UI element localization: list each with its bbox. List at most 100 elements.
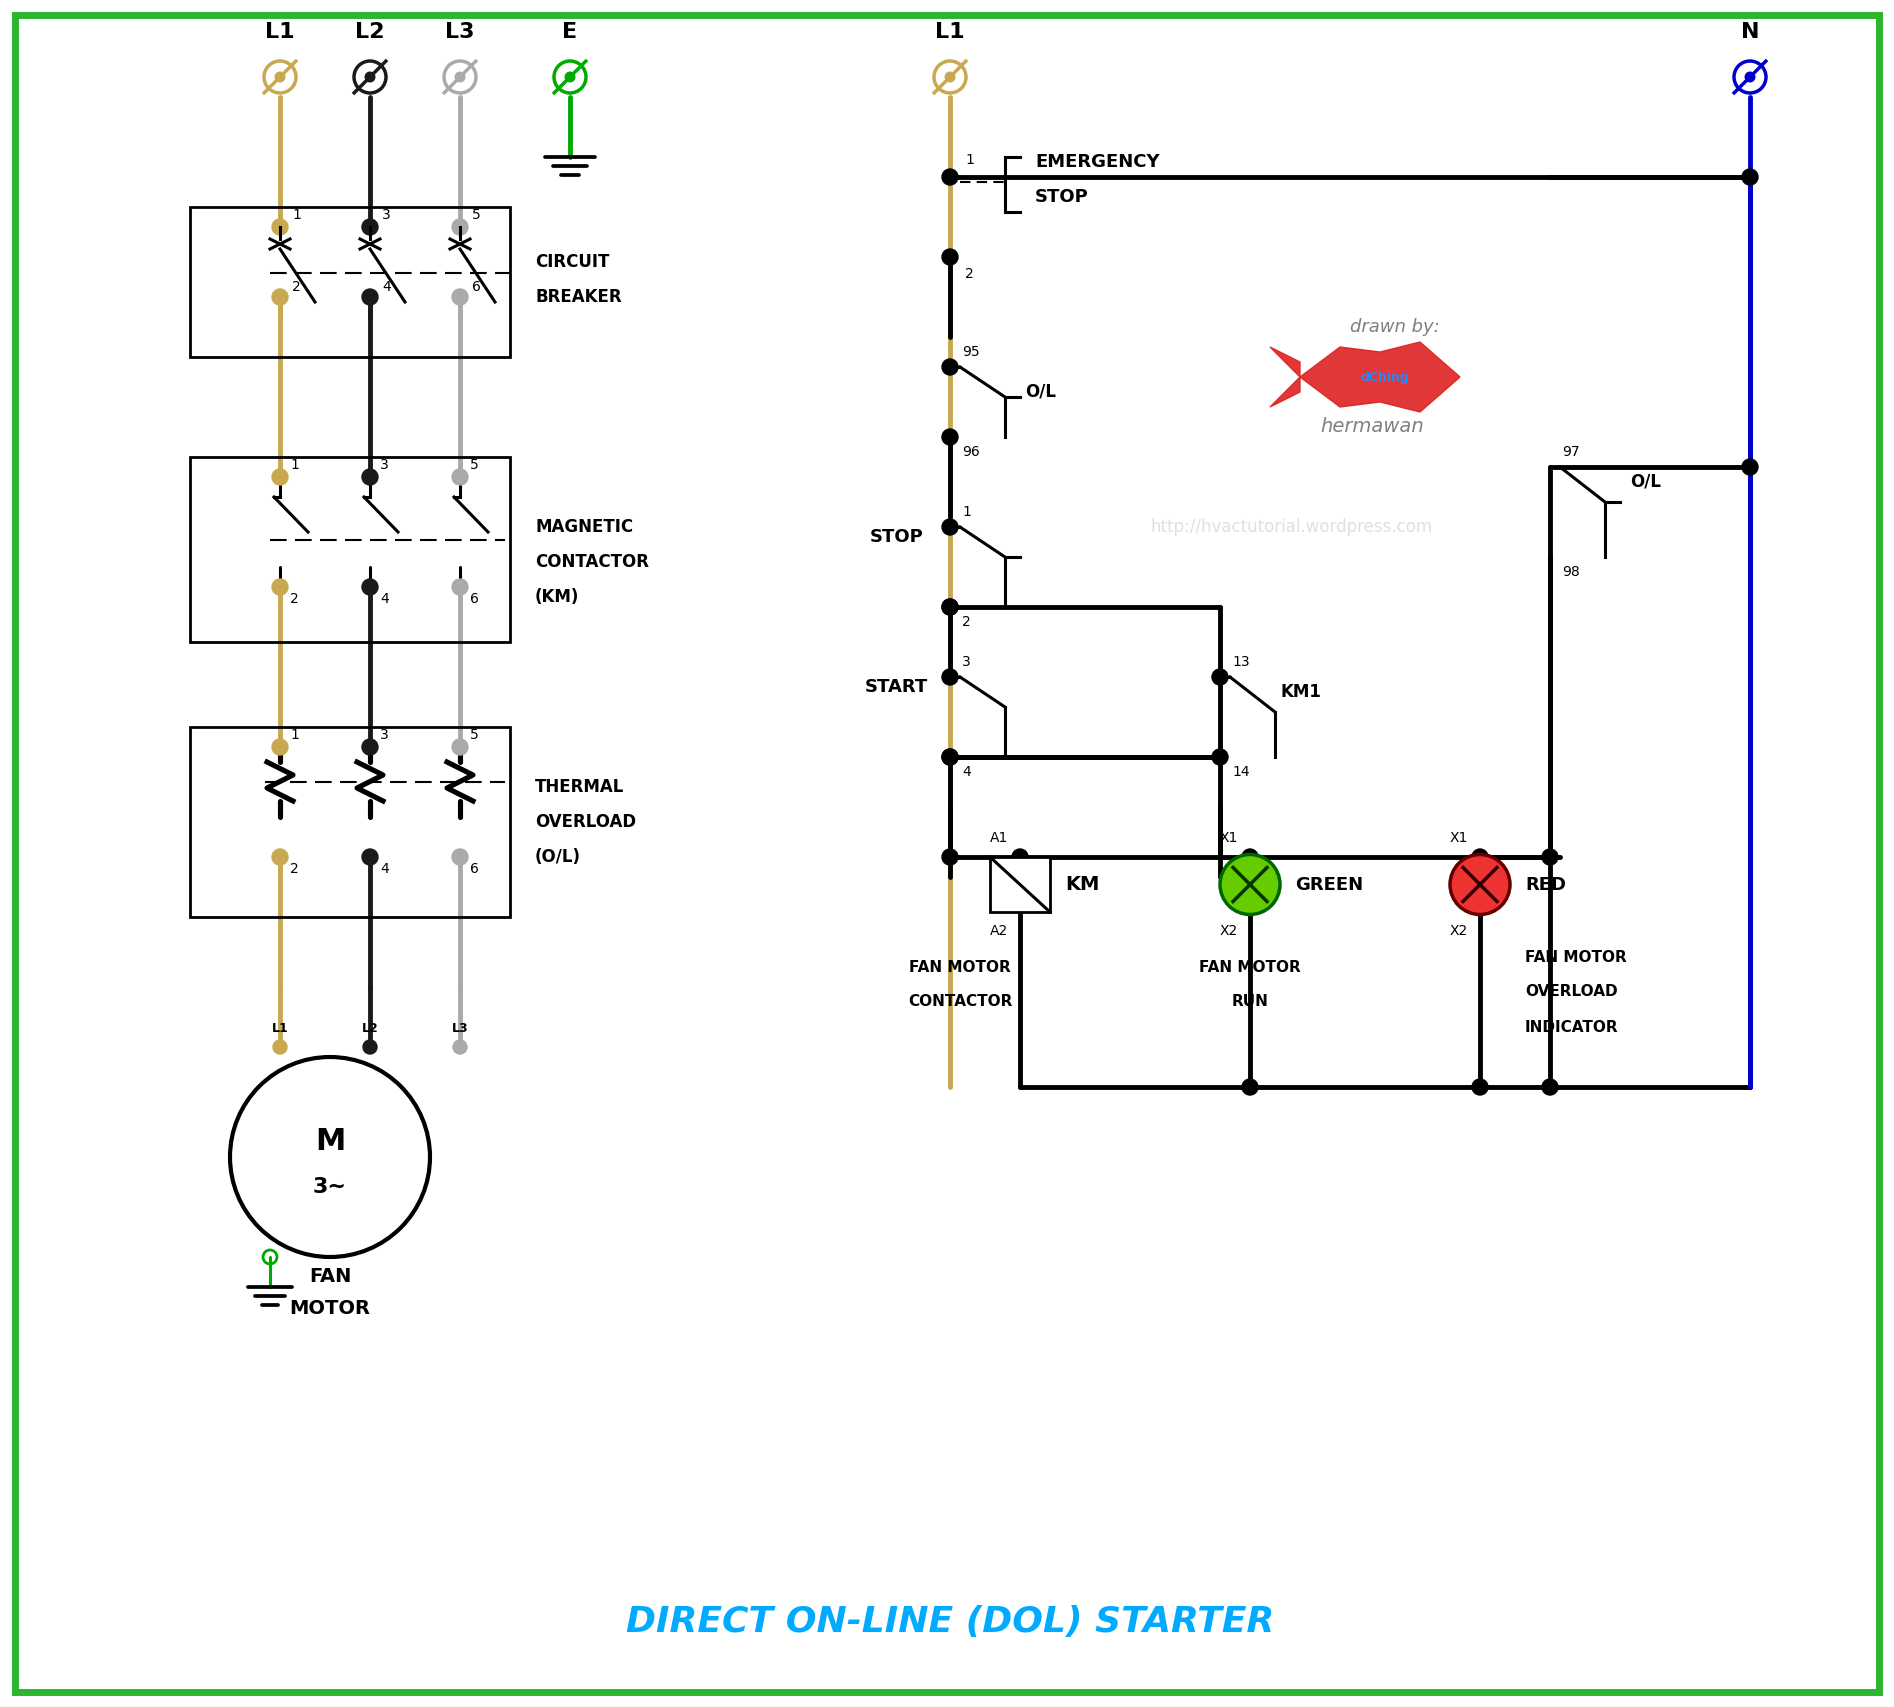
Circle shape xyxy=(941,249,958,265)
Circle shape xyxy=(364,1040,377,1053)
Circle shape xyxy=(1542,1079,1559,1094)
Text: 2: 2 xyxy=(962,615,972,628)
Text: X1: X1 xyxy=(1451,831,1468,845)
Circle shape xyxy=(941,749,958,765)
Circle shape xyxy=(1242,848,1258,865)
Text: 4: 4 xyxy=(962,765,972,778)
Text: L3: L3 xyxy=(451,1022,468,1034)
Text: FAN: FAN xyxy=(309,1268,350,1287)
Bar xyxy=(189,727,509,917)
Circle shape xyxy=(1742,169,1758,184)
Circle shape xyxy=(362,848,379,865)
Text: 5: 5 xyxy=(470,457,479,473)
Text: hermawan: hermawan xyxy=(1320,418,1424,437)
Text: CIRCUIT: CIRCUIT xyxy=(534,253,610,271)
Circle shape xyxy=(941,599,958,615)
Circle shape xyxy=(1451,855,1510,915)
Text: BREAKER: BREAKER xyxy=(534,288,621,306)
Circle shape xyxy=(453,288,468,306)
Circle shape xyxy=(453,469,468,485)
Circle shape xyxy=(945,72,955,82)
Circle shape xyxy=(362,579,379,596)
Text: L2: L2 xyxy=(362,1022,379,1034)
Text: 4: 4 xyxy=(381,862,388,876)
Circle shape xyxy=(273,288,288,306)
Text: (KM): (KM) xyxy=(534,587,580,606)
Text: L2: L2 xyxy=(356,22,384,43)
Circle shape xyxy=(1472,1079,1489,1094)
Circle shape xyxy=(453,1040,468,1053)
Text: M: M xyxy=(314,1128,345,1157)
Bar xyxy=(189,207,509,357)
FancyBboxPatch shape xyxy=(991,857,1049,912)
Text: 1: 1 xyxy=(962,505,972,519)
Text: THERMAL: THERMAL xyxy=(534,778,625,795)
Circle shape xyxy=(1242,1079,1258,1094)
Text: X1: X1 xyxy=(1220,831,1239,845)
Text: FAN MOTOR: FAN MOTOR xyxy=(1525,949,1627,964)
Text: 5: 5 xyxy=(472,208,481,222)
Text: 96: 96 xyxy=(962,446,979,459)
Text: 1: 1 xyxy=(290,457,299,473)
Text: drawn by:: drawn by: xyxy=(1350,318,1439,336)
Text: L1: L1 xyxy=(265,22,295,43)
Circle shape xyxy=(366,72,375,82)
Circle shape xyxy=(1220,855,1280,915)
Circle shape xyxy=(1212,749,1227,765)
Circle shape xyxy=(941,519,958,534)
Circle shape xyxy=(362,739,379,754)
Text: INDICATOR: INDICATOR xyxy=(1525,1019,1619,1034)
Text: GREEN: GREEN xyxy=(1295,876,1364,893)
Text: 97: 97 xyxy=(1563,446,1580,459)
Text: FAN MOTOR: FAN MOTOR xyxy=(909,959,1011,975)
Circle shape xyxy=(941,358,958,376)
Circle shape xyxy=(273,739,288,754)
Text: L1: L1 xyxy=(271,1022,288,1034)
Text: 6: 6 xyxy=(470,862,479,876)
Text: OVERLOAD: OVERLOAD xyxy=(534,813,636,831)
Text: L3: L3 xyxy=(445,22,475,43)
Text: 95: 95 xyxy=(962,345,979,358)
Text: 4: 4 xyxy=(383,280,390,294)
Text: A2: A2 xyxy=(991,923,1008,939)
Circle shape xyxy=(941,749,958,765)
Text: 6: 6 xyxy=(470,592,479,606)
Circle shape xyxy=(362,288,379,306)
Text: O/L: O/L xyxy=(1025,382,1057,401)
Text: 2: 2 xyxy=(290,862,299,876)
Bar xyxy=(189,457,509,642)
Text: START: START xyxy=(866,678,928,696)
Circle shape xyxy=(273,1040,288,1053)
Text: RUN: RUN xyxy=(1231,995,1269,1009)
Text: 3: 3 xyxy=(962,655,972,669)
Text: RED: RED xyxy=(1525,876,1566,893)
Text: http://hvactutorial.wordpress.com: http://hvactutorial.wordpress.com xyxy=(1150,517,1432,536)
Circle shape xyxy=(273,469,288,485)
Text: dChing: dChing xyxy=(1360,370,1409,384)
Circle shape xyxy=(273,218,288,236)
Circle shape xyxy=(941,169,958,184)
Circle shape xyxy=(1744,72,1756,82)
Text: MOTOR: MOTOR xyxy=(290,1299,371,1318)
Text: DIRECT ON-LINE (DOL) STARTER: DIRECT ON-LINE (DOL) STARTER xyxy=(625,1605,1275,1639)
Text: 2: 2 xyxy=(292,280,301,294)
Text: EMERGENCY: EMERGENCY xyxy=(1034,154,1159,171)
Text: CONTACTOR: CONTACTOR xyxy=(907,995,1011,1009)
Circle shape xyxy=(941,848,958,865)
Circle shape xyxy=(273,579,288,596)
Circle shape xyxy=(1542,848,1559,865)
Circle shape xyxy=(453,739,468,754)
Text: FAN MOTOR: FAN MOTOR xyxy=(1199,959,1301,975)
Text: 3: 3 xyxy=(381,727,388,743)
Text: 3: 3 xyxy=(383,208,390,222)
Circle shape xyxy=(941,669,958,685)
Text: O/L: O/L xyxy=(1631,473,1661,492)
Text: N: N xyxy=(1741,22,1760,43)
Circle shape xyxy=(1011,848,1028,865)
Circle shape xyxy=(1742,459,1758,475)
Circle shape xyxy=(273,848,288,865)
Circle shape xyxy=(275,72,284,82)
Text: L1: L1 xyxy=(936,22,964,43)
Text: 2: 2 xyxy=(290,592,299,606)
Text: KM1: KM1 xyxy=(1280,683,1320,702)
